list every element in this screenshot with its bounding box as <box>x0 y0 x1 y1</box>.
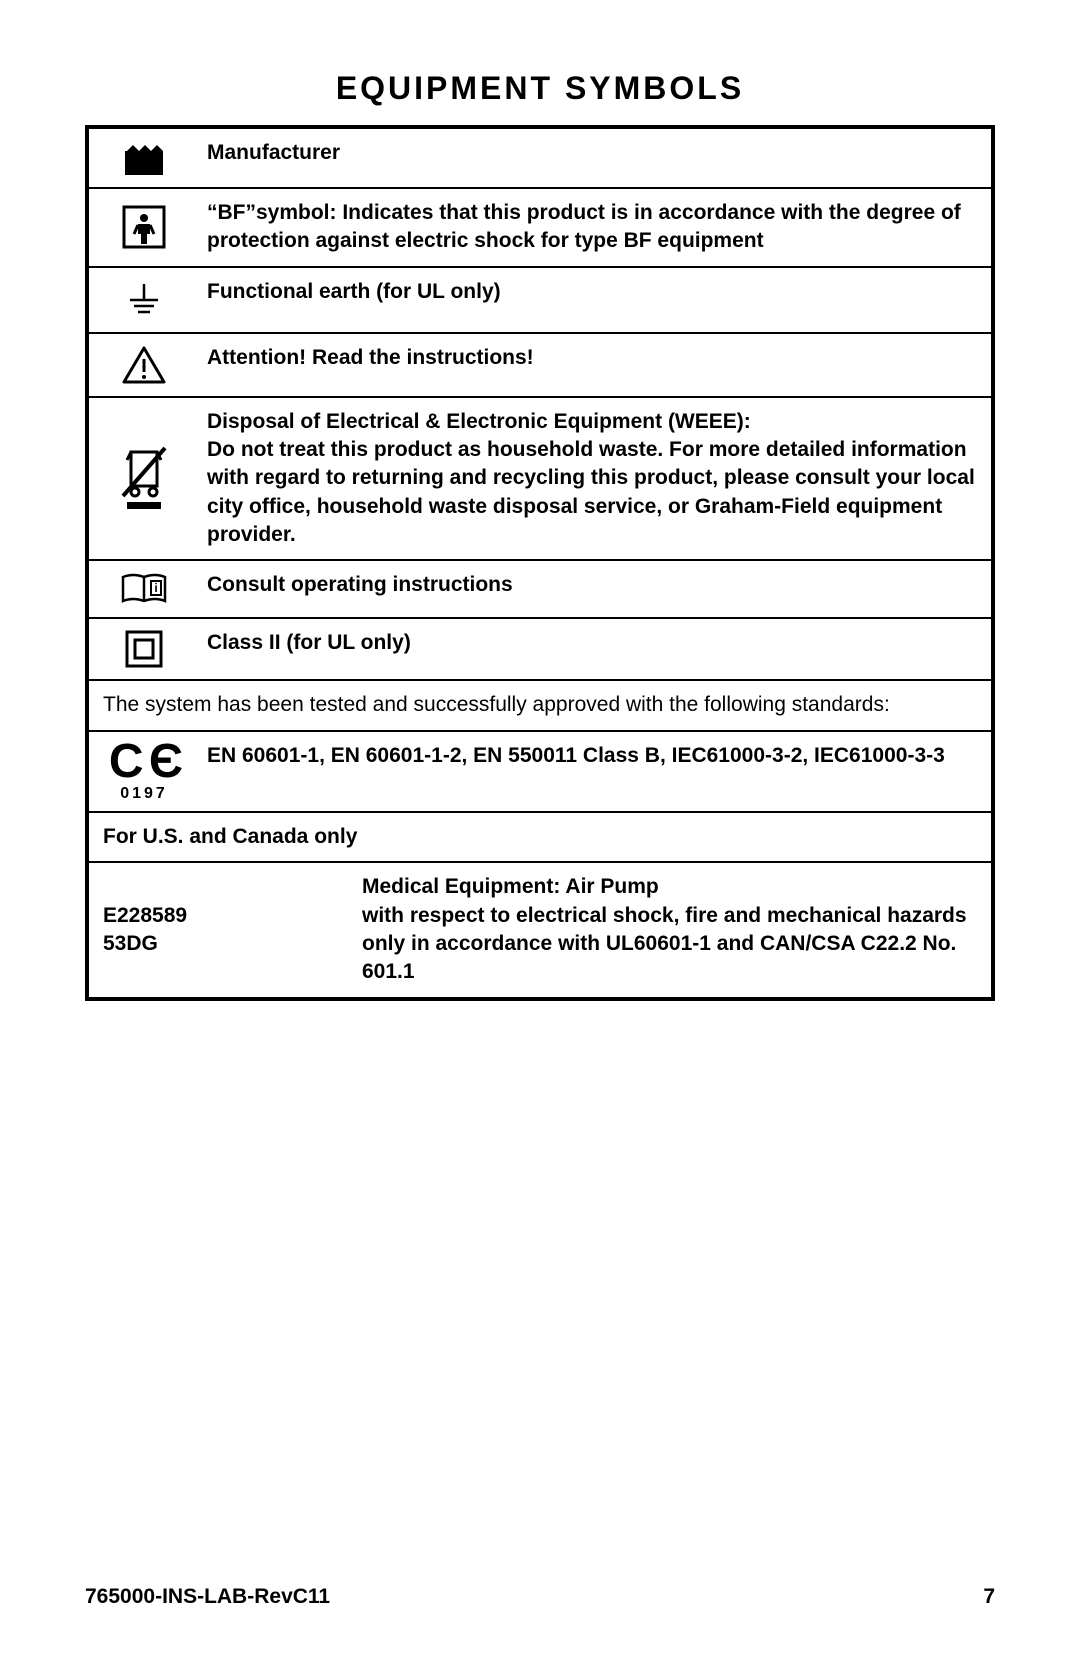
standards-intro-text: The system has been tested and successfu… <box>89 681 904 729</box>
footer-doc-id: 765000-INS-LAB-RevC11 <box>85 1585 330 1609</box>
symbol-row-attention: Attention! Read the instructions! <box>89 334 991 398</box>
ce-text: EN 60601-1, EN 60601-1-2, EN 550011 Clas… <box>199 732 991 811</box>
symbol-text: Class II (for UL only) <box>199 619 991 679</box>
ce-number: 0197 <box>120 785 168 803</box>
symbol-row-weee: Disposal of Electrical & Electronic Equi… <box>89 398 991 562</box>
ce-mark-icon: C Є <box>109 740 179 783</box>
page-title: EQUIPMENT SYMBOLS <box>85 70 995 107</box>
cert-code-1: E228589 <box>103 902 340 930</box>
booklet-icon: i <box>89 561 199 617</box>
manufacturer-icon <box>89 129 199 187</box>
symbol-text: Manufacturer <box>199 129 991 187</box>
region-note-text: For U.S. and Canada only <box>89 813 371 861</box>
region-note-row: For U.S. and Canada only <box>89 813 991 863</box>
cert-row: E228589 53DG Medical Equipment: Air Pump… <box>89 863 991 996</box>
symbol-text: Disposal of Electrical & Electronic Equi… <box>199 398 991 560</box>
ce-row: C Є 0197 EN 60601-1, EN 60601-1-2, EN 55… <box>89 732 991 813</box>
symbol-row-booklet: i Consult operating instructions <box>89 561 991 619</box>
earth-icon <box>89 268 199 332</box>
weee-icon <box>89 398 199 560</box>
ce-mark-cell: C Є 0197 <box>89 732 199 811</box>
cert-text: Medical Equipment: Air Pump with respect… <box>354 863 991 996</box>
symbol-text: Consult operating instructions <box>199 561 991 617</box>
symbol-row-class2: Class II (for UL only) <box>89 619 991 681</box>
symbol-row-earth: Functional earth (for UL only) <box>89 268 991 334</box>
attention-icon <box>89 334 199 396</box>
footer-page-number: 7 <box>983 1585 995 1609</box>
standards-intro-row: The system has been tested and successfu… <box>89 681 991 731</box>
class2-icon <box>89 619 199 679</box>
symbol-text: Functional earth (for UL only) <box>199 268 991 332</box>
symbol-text: “BF”symbol: Indicates that this product … <box>199 189 991 266</box>
symbols-table: Manufacturer “BF”symbol: Indicates that … <box>85 125 995 1001</box>
page: EQUIPMENT SYMBOLS Manufacturer “BF”sym <box>0 0 1080 1669</box>
page-footer: 765000-INS-LAB-RevC11 7 <box>85 1585 995 1609</box>
symbol-row-manufacturer: Manufacturer <box>89 129 991 189</box>
bf-icon <box>89 189 199 266</box>
symbol-text: Attention! Read the instructions! <box>199 334 991 396</box>
cert-code-2: 53DG <box>103 930 340 958</box>
svg-text:i: i <box>154 581 157 595</box>
cert-codes: E228589 53DG <box>89 863 354 996</box>
symbol-row-bf: “BF”symbol: Indicates that this product … <box>89 189 991 268</box>
